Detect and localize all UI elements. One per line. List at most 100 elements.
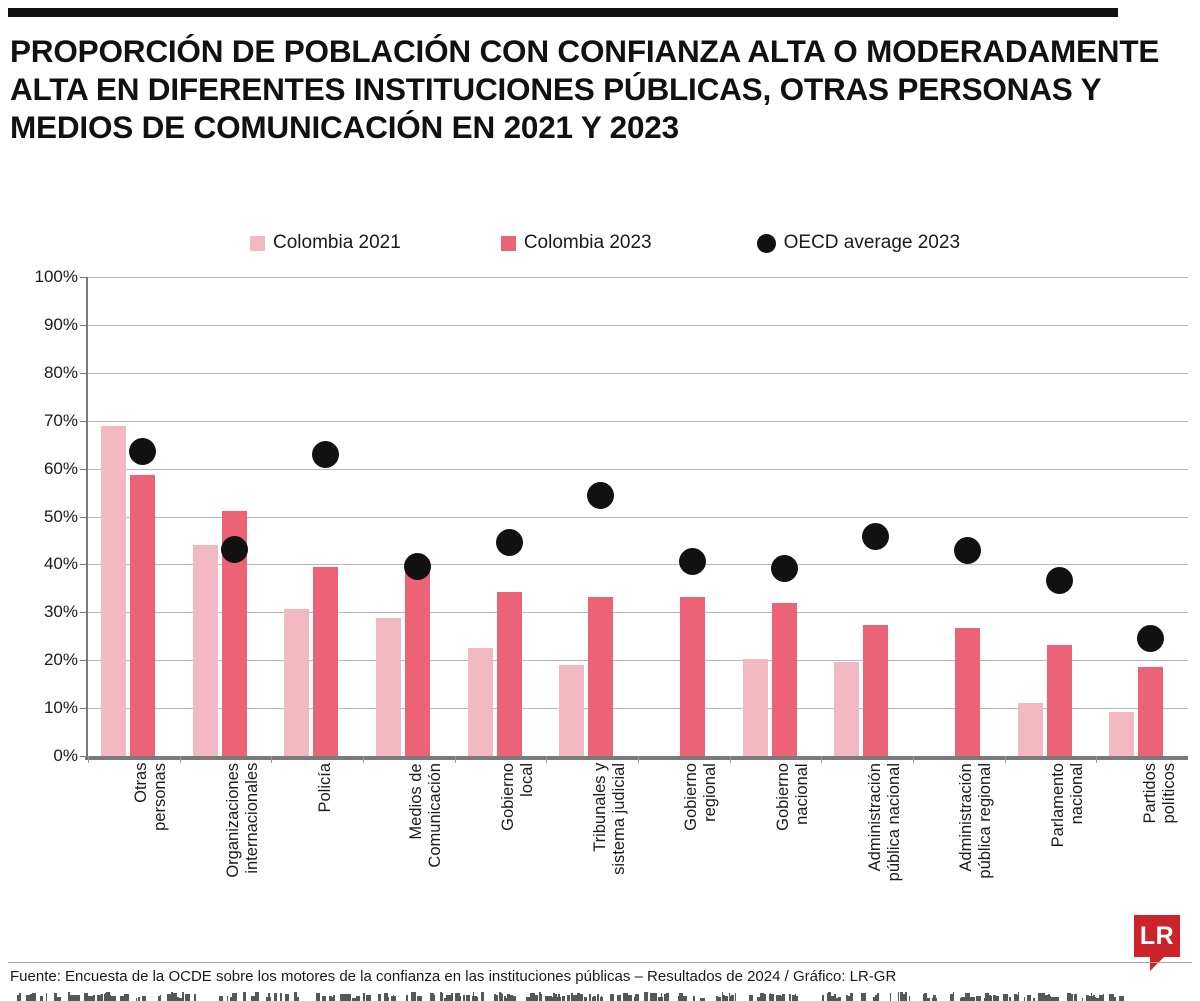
bar-colombia-2023 <box>130 475 155 756</box>
bar-colombia-2023 <box>680 597 705 756</box>
x-axis-tick <box>1096 756 1097 763</box>
y-axis-tick <box>80 469 87 470</box>
lr-logo: LR <box>1134 915 1180 957</box>
x-axis-tick <box>180 756 181 763</box>
legend-label: Colombia 2023 <box>524 232 652 254</box>
x-axis-category-line: Partidos <box>1141 763 1160 824</box>
chart-plot-area: 100% 90% 80% 70% 60% 50% 40% 30% 20% 10% 0% <box>0 265 1200 765</box>
oecd-average-dot <box>1046 567 1073 594</box>
x-axis-category-label: Tribunales y sistema judicial <box>591 763 629 875</box>
x-axis-category-line: pública regional <box>976 763 995 879</box>
x-axis-category-line: Gobierno <box>499 763 518 831</box>
bar-colombia-2021 <box>284 609 309 756</box>
x-axis-category-line: Tribunales y <box>591 763 610 875</box>
legend-item-colombia-2023[interactable]: Colombia 2023 <box>501 232 652 254</box>
y-axis-tick <box>80 277 87 278</box>
x-axis-category-label: Parlamento nacional <box>1049 763 1087 847</box>
x-axis-tick <box>1005 756 1006 763</box>
x-axis-tick <box>913 756 914 763</box>
x-axis-category-label: Administración pública nacional <box>866 763 904 881</box>
x-axis-category-line: Parlamento <box>1049 763 1068 847</box>
y-axis-tick <box>80 756 87 757</box>
oecd-average-dot <box>129 438 156 465</box>
oecd-average-dot <box>587 482 614 509</box>
bar-colombia-2023 <box>863 625 888 756</box>
bar-colombia-2023 <box>588 597 613 756</box>
x-axis-category-line: local <box>518 763 537 831</box>
x-axis-category-line: Organizaciones <box>224 763 243 878</box>
x-axis-category-line: sistema judicial <box>610 763 629 875</box>
y-axis-tick-label: 100% <box>35 267 78 287</box>
legend-label: Colombia 2021 <box>273 232 401 254</box>
gridline <box>88 564 1188 565</box>
y-axis-tick <box>80 373 87 374</box>
x-axis-category-line: Otras <box>132 763 151 831</box>
oecd-average-dot <box>312 441 339 468</box>
x-axis-category-line: personas <box>151 763 170 831</box>
x-axis-category-label: Policía <box>316 763 335 813</box>
oecd-average-dot <box>496 529 523 556</box>
bar-colombia-2021 <box>468 648 493 756</box>
y-axis-tick <box>80 421 87 422</box>
x-axis-tick <box>821 756 822 763</box>
bar-colombia-2023 <box>1047 645 1072 756</box>
bar-colombia-2023 <box>313 567 338 756</box>
x-axis-category-label: Administración pública regional <box>957 763 995 879</box>
x-axis-category-line: Comunicación <box>426 763 445 868</box>
bar-colombia-2021 <box>1018 703 1043 756</box>
x-axis-tick <box>271 756 272 763</box>
gridline <box>88 469 1188 470</box>
x-axis-category-line: Gobierno <box>682 763 701 831</box>
x-axis-category-labels: Otras personas Organizaciones internacional… <box>0 763 1200 953</box>
x-axis-category-label: Otras personas <box>132 763 170 831</box>
x-axis-category-line: Policía <box>316 763 335 813</box>
gridline <box>88 517 1188 518</box>
y-axis-tick-label: 80% <box>44 363 78 383</box>
x-axis-category-label: Partidos políticos <box>1141 763 1179 824</box>
oecd-average-dot <box>679 548 706 575</box>
x-axis-category-label: Gobierno nacional <box>774 763 812 831</box>
x-axis-category-line: Gobierno <box>774 763 793 831</box>
x-axis-category-label: Gobierno regional <box>682 763 720 831</box>
infographic-page: PROPORCIÓN DE POBLACIÓN CON CONFIANZA AL… <box>0 0 1200 1001</box>
bar-colombia-2023 <box>955 628 980 756</box>
gridline <box>88 421 1188 422</box>
bar-colombia-2021 <box>559 665 584 756</box>
legend-item-oecd-average-2023[interactable]: OECD average 2023 <box>757 232 960 254</box>
oecd-average-dot <box>404 553 431 580</box>
x-axis-tick <box>546 756 547 763</box>
x-axis-category-line: internacionales <box>243 763 262 878</box>
source-note: Fuente: Encuesta de la OCDE sobre los mo… <box>10 968 1150 985</box>
y-axis-tick-label: 50% <box>44 507 78 527</box>
x-axis-tick <box>455 756 456 763</box>
x-axis-tick <box>363 756 364 763</box>
gridline <box>88 325 1188 326</box>
legend-item-colombia-2021[interactable]: Colombia 2021 <box>250 232 401 254</box>
bar-colombia-2021 <box>834 662 859 756</box>
y-axis-labels: 100% 90% 80% 70% 60% 50% 40% 30% 20% 10% 0% <box>0 265 86 757</box>
x-axis-tick <box>638 756 639 763</box>
y-axis-tick-label: 90% <box>44 315 78 335</box>
y-axis-tick-label: 60% <box>44 459 78 479</box>
bar-colombia-2023 <box>772 603 797 756</box>
x-axis-line <box>85 756 1188 760</box>
page-title: PROPORCIÓN DE POBLACIÓN CON CONFIANZA AL… <box>10 32 1170 146</box>
lr-logo-tail-icon <box>1150 957 1164 971</box>
legend-label: OECD average 2023 <box>784 232 960 254</box>
y-axis-tick-label: 40% <box>44 554 78 574</box>
y-axis-tick-label: 20% <box>44 650 78 670</box>
x-axis-category-line: nacional <box>793 763 812 831</box>
y-axis-tick-label: 10% <box>44 698 78 718</box>
x-axis-category-line: nacional <box>1068 763 1087 847</box>
y-axis-tick <box>80 325 87 326</box>
gridline <box>88 660 1188 661</box>
bar-colombia-2021 <box>1109 712 1134 756</box>
x-axis-category-line: Medios de <box>407 763 426 868</box>
legend-swatch-icon <box>250 236 265 251</box>
gridline <box>88 373 1188 374</box>
y-axis-tick <box>80 612 87 613</box>
bar-colombia-2021 <box>101 426 126 757</box>
x-axis-category-line: Administración <box>957 763 976 879</box>
x-axis-category-label: Gobierno local <box>499 763 537 831</box>
chart-legend: Colombia 2021 Colombia 2023 OECD average… <box>250 230 970 256</box>
